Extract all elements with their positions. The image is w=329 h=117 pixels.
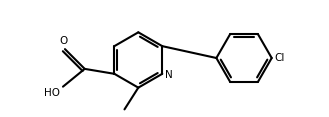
Text: N: N bbox=[165, 70, 173, 80]
Text: HO: HO bbox=[44, 88, 60, 98]
Text: O: O bbox=[60, 36, 68, 46]
Text: Cl: Cl bbox=[275, 53, 285, 63]
